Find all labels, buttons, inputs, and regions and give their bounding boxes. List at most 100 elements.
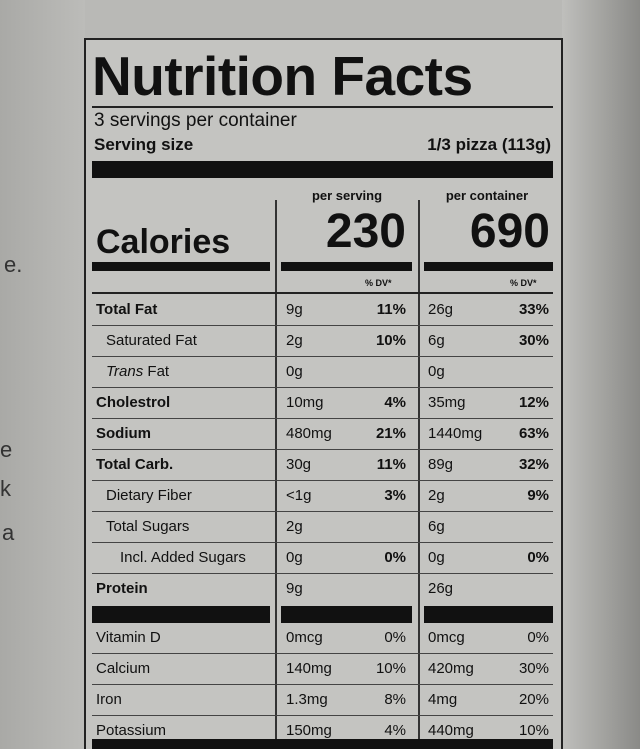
dv-header: % DV* — [510, 278, 537, 288]
row-divider — [92, 386, 553, 388]
vitamin-name: Potassium — [96, 722, 167, 739]
container-dv: 30% — [518, 332, 549, 349]
serving-amount: 0g — [286, 363, 303, 380]
container-amount: 420mg — [428, 660, 474, 677]
serving-amount: 0mcg — [286, 629, 323, 646]
container-dv: 9% — [527, 487, 549, 504]
container-amount: 2g — [428, 487, 445, 504]
container-amount: 0mcg — [428, 629, 465, 646]
nutrient-name: Cholestrol — [96, 394, 171, 411]
container-amount: 4mg — [428, 691, 458, 708]
serving-amount: 2g — [286, 518, 303, 535]
nutrient-name: Total Sugars — [106, 518, 190, 535]
vitamin-row-calcium: Calcium 140mg 10% 420mg 30% — [86, 654, 561, 685]
serving-dv: 10% — [375, 332, 406, 349]
per-container-header: per container — [445, 188, 529, 203]
heavy-divider — [424, 606, 553, 623]
container-dv: 32% — [518, 456, 549, 473]
calories-label: Calories — [96, 223, 231, 261]
nutrient-name: Saturated Fat — [106, 332, 197, 349]
serving-amount: 30g — [286, 456, 312, 473]
nutrient-name: Protein — [96, 580, 148, 597]
row-divider — [92, 652, 553, 654]
heavy-divider — [281, 606, 412, 623]
container-dv: 20% — [518, 691, 549, 708]
container-amount: 26g — [428, 301, 454, 318]
label-title: Nutrition Facts — [92, 45, 473, 107]
serving-dv: 8% — [384, 691, 406, 708]
container-amount: 0g — [428, 549, 445, 566]
serving-amount: 1.3mg — [286, 691, 328, 708]
serving-dv: 11% — [376, 456, 406, 473]
vitamin-row-potassium: Potassium 150mg 4% 440mg 10% — [86, 716, 561, 747]
serving-dv: 0% — [384, 549, 406, 566]
row-divider — [92, 417, 553, 419]
serving-amount: 140mg — [286, 660, 332, 677]
serving-amount: 480mg — [286, 425, 332, 442]
serving-amount: 9g — [286, 580, 303, 597]
nutrient-row-added-sugars: Incl. Added Sugars 0g 0% 0g 0% — [86, 543, 561, 574]
serving-amount: <1g — [286, 487, 312, 504]
vitamin-row-iron: Iron 1.3mg 8% 4mg 20% — [86, 685, 561, 716]
serving-size-label: Serving size — [94, 135, 194, 154]
container-dv: 12% — [518, 394, 549, 411]
per-serving-header: per serving — [311, 188, 383, 203]
row-divider — [92, 714, 553, 716]
heavy-divider — [92, 161, 553, 178]
background-panel-right — [562, 0, 640, 749]
serving-amount: 2g — [286, 332, 303, 349]
nutrient-name: Trans Fat — [106, 363, 169, 380]
container-amount: 0g — [428, 363, 445, 380]
nutrient-name-suffix: Fat — [143, 363, 170, 380]
container-dv: 10% — [518, 722, 549, 739]
divider — [92, 106, 553, 108]
calories-divider — [424, 262, 553, 271]
container-amount: 35mg — [428, 394, 466, 411]
row-divider — [92, 448, 553, 450]
container-dv: 0% — [527, 549, 549, 566]
container-amount: 6g — [428, 332, 445, 349]
row-divider — [92, 479, 553, 481]
container-dv: 0% — [527, 629, 549, 646]
background-text-fragment: k — [0, 476, 11, 501]
row-divider — [92, 683, 553, 685]
nutrition-facts-label: Nutrition Facts 3 servings per container… — [84, 38, 563, 749]
calories-divider — [92, 262, 270, 271]
serving-amount: 150mg — [286, 722, 332, 739]
row-divider — [92, 510, 553, 512]
nutrient-row-dietary-fiber: Dietary Fiber <1g 3% 2g 9% — [86, 481, 561, 512]
serving-dv: 11% — [376, 301, 406, 318]
row-divider — [92, 324, 553, 326]
bottom-bar — [92, 739, 553, 749]
nutrient-name-italic: Trans — [106, 363, 144, 380]
background-panel-left — [0, 0, 85, 749]
serving-amount: 9g — [286, 301, 303, 318]
container-dv: 33% — [518, 301, 549, 318]
serving-amount: 0g — [286, 549, 303, 566]
serving-amount: 10mg — [286, 394, 324, 411]
serving-dv: 0% — [384, 629, 406, 646]
dv-header: % DV* — [365, 278, 392, 288]
container-amount: 26g — [428, 580, 454, 597]
nutrient-name: Total Fat — [96, 301, 158, 318]
nutrient-row-trans-fat: Trans Fat 0g 0g — [86, 357, 561, 388]
heavy-divider — [92, 606, 270, 623]
nutrient-name: Incl. Added Sugars — [120, 549, 246, 566]
calories-divider — [281, 262, 412, 271]
nutrient-row-protein: Protein 9g 26g — [86, 574, 561, 605]
serving-dv: 3% — [384, 487, 406, 504]
nutrient-row-cholestrol: Cholestrol 10mg 4% 35mg 12% — [86, 388, 561, 419]
serving-size-value: 1/3 pizza (113g) — [427, 135, 551, 154]
nutrient-row-total-sugars: Total Sugars 2g 6g — [86, 512, 561, 543]
nutrient-name: Dietary Fiber — [106, 487, 192, 504]
vitamin-name: Calcium — [96, 660, 151, 677]
nutrient-row-total-carb: Total Carb. 30g 11% 89g 32% — [86, 450, 561, 481]
divider — [92, 292, 553, 294]
vitamin-name: Vitamin D — [96, 629, 161, 646]
container-amount: 1440mg — [428, 425, 483, 442]
serving-dv: 10% — [375, 660, 406, 677]
background-text-fragment: e — [0, 437, 13, 462]
calories-per-container: 690 — [469, 205, 550, 258]
container-dv: 30% — [518, 660, 549, 677]
nutrient-row-total-fat: Total Fat 9g 11% 26g 33% — [86, 295, 561, 326]
